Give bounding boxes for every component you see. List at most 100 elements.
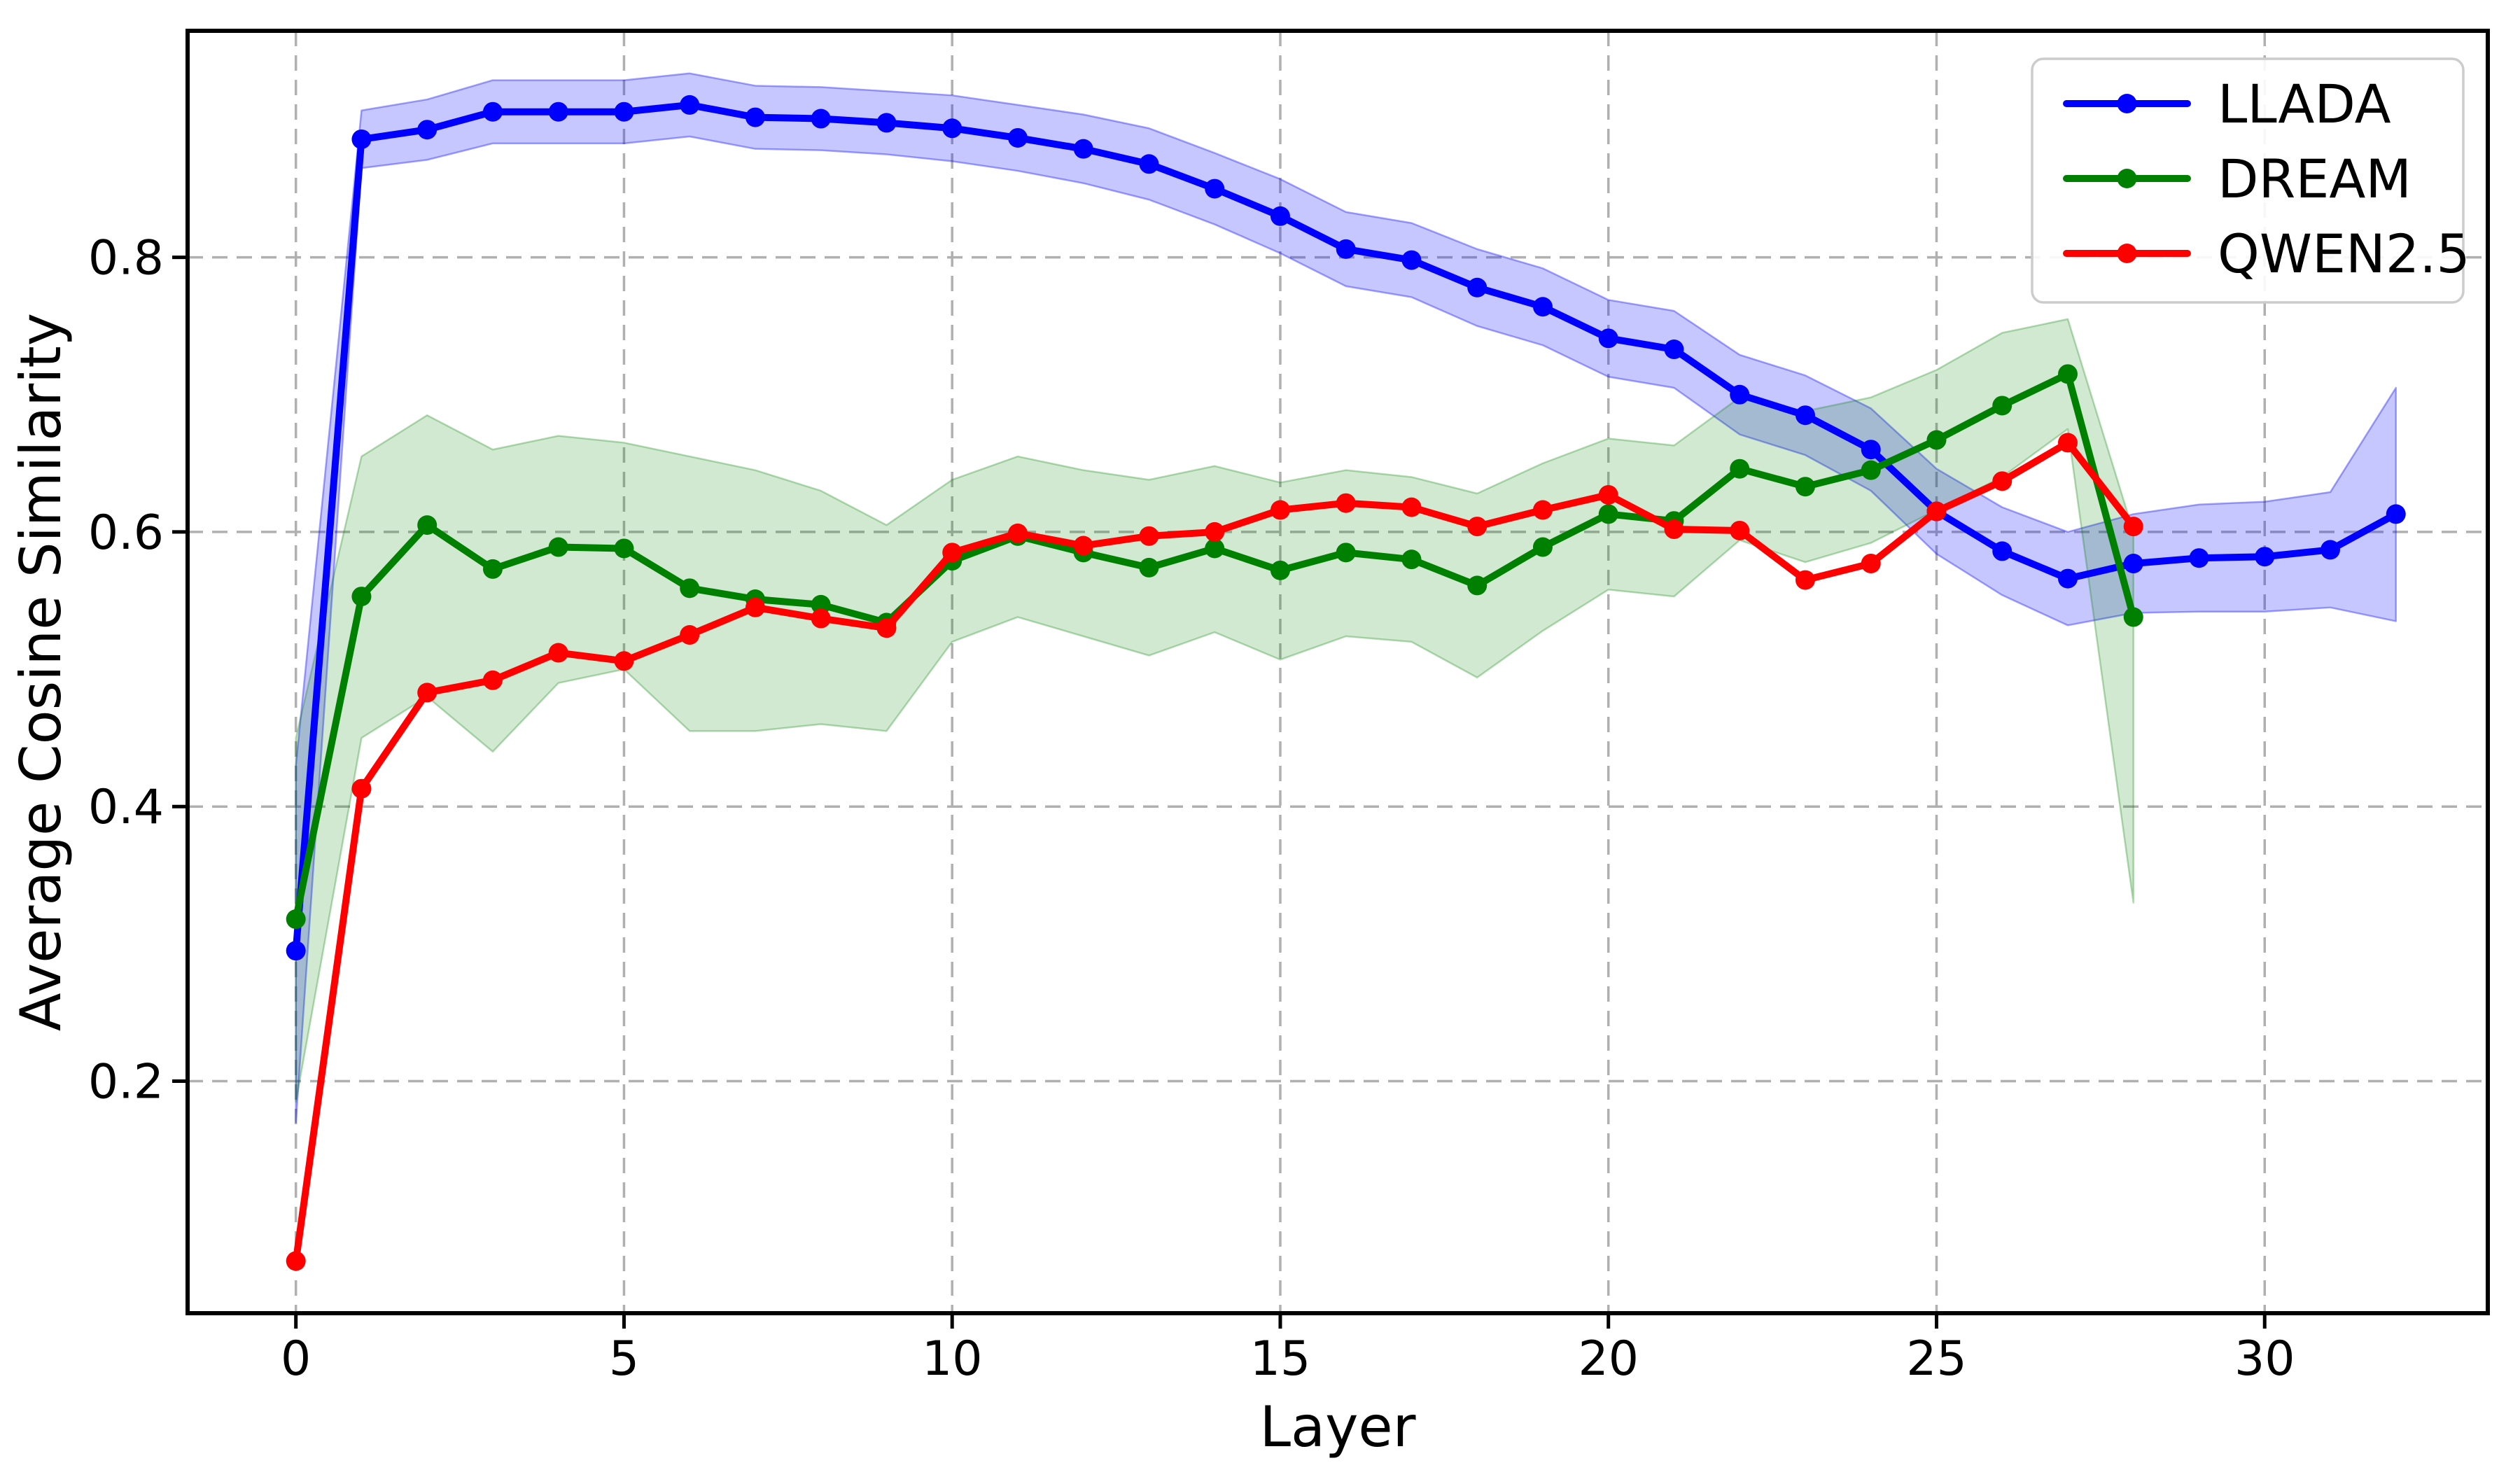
point-llada-18 — [1467, 277, 1488, 298]
point-qwen2.5-16 — [1336, 493, 1356, 513]
y-tick-label-0.4: 0.4 — [88, 780, 164, 835]
x-tick-label-5: 5 — [609, 1331, 639, 1387]
point-qwen2.5-11 — [1007, 523, 1028, 543]
series-llada — [286, 94, 2406, 961]
point-dream-5 — [614, 538, 634, 559]
point-llada-10 — [942, 118, 962, 139]
legend-marker-dream — [2117, 169, 2137, 188]
x-tick-label-10: 10 — [922, 1331, 983, 1387]
point-qwen2.5-5 — [614, 651, 634, 671]
point-dream-22 — [1730, 458, 1750, 479]
point-dream-16 — [1336, 542, 1356, 563]
point-llada-28 — [2123, 554, 2143, 574]
point-llada-13 — [1139, 154, 1159, 174]
point-llada-16 — [1336, 239, 1356, 259]
point-qwen2.5-22 — [1730, 520, 1750, 540]
legend-marker-qwen2.5 — [2117, 244, 2137, 263]
point-qwen2.5-6 — [680, 625, 700, 645]
point-llada-8 — [811, 108, 831, 129]
point-dream-8 — [811, 594, 831, 615]
point-llada-1 — [351, 129, 372, 149]
legend-box — [2031, 57, 2465, 304]
point-qwen2.5-10 — [942, 542, 962, 563]
point-llada-5 — [614, 102, 634, 122]
point-qwen2.5-23 — [1795, 570, 1815, 590]
point-qwen2.5-25 — [1926, 501, 1947, 522]
point-dream-13 — [1139, 557, 1159, 578]
point-dream-15 — [1270, 560, 1290, 580]
point-llada-6 — [680, 94, 700, 115]
point-qwen2.5-28 — [2123, 517, 2143, 537]
point-qwen2.5-24 — [1861, 554, 1881, 574]
x-axis-ticks: 0 5 10 15 20 25 30 — [281, 1313, 2295, 1387]
series-lines — [286, 94, 2406, 1271]
point-qwen2.5-17 — [1401, 497, 1422, 517]
point-llada-11 — [1007, 127, 1028, 148]
point-dream-2 — [417, 515, 438, 536]
point-llada-3 — [482, 102, 503, 122]
point-qwen2.5-2 — [417, 682, 438, 703]
y-tick-label-0.6: 0.6 — [88, 505, 164, 561]
y-tick-label-0.2: 0.2 — [88, 1055, 164, 1110]
point-llada-9 — [876, 113, 897, 133]
point-qwen2.5-21 — [1664, 519, 1684, 540]
x-tick-label-30: 30 — [2234, 1331, 2295, 1387]
legend-entry-llada: LLADA — [2063, 73, 2391, 135]
point-qwen2.5-12 — [1073, 536, 1093, 556]
legend: LLADA DREAM QWEN2.5 — [2031, 57, 2470, 304]
legend-entry-dream: DREAM — [2063, 148, 2412, 210]
point-dream-6 — [680, 578, 700, 598]
series-qwen2.5 — [286, 433, 2143, 1271]
point-llada-30 — [2255, 547, 2275, 567]
point-dream-26 — [1992, 396, 2012, 416]
point-llada-4 — [548, 102, 568, 122]
point-dream-24 — [1861, 460, 1881, 480]
point-llada-27 — [2057, 568, 2078, 589]
point-dream-14 — [1205, 538, 1225, 559]
point-llada-32 — [2386, 504, 2406, 524]
point-llada-24 — [1861, 440, 1881, 460]
legend-label-llada: LLADA — [2218, 73, 2391, 135]
point-dream-25 — [1926, 430, 1947, 450]
point-dream-17 — [1401, 550, 1422, 570]
point-llada-7 — [745, 107, 765, 127]
legend-marker-llada — [2117, 94, 2137, 113]
point-dream-19 — [1532, 537, 1553, 557]
y-tick-label-0.8: 0.8 — [88, 231, 164, 286]
x-tick-label-15: 15 — [1250, 1331, 1311, 1387]
point-llada-22 — [1730, 384, 1750, 405]
point-qwen2.5-26 — [1992, 471, 2012, 491]
point-qwen2.5-8 — [811, 608, 831, 629]
y-axis-ticks: 0.2 0.4 0.6 0.8 — [88, 231, 188, 1110]
band-llada — [295, 72, 2397, 1124]
axes-frame — [186, 29, 2490, 1315]
point-dream-23 — [1795, 477, 1815, 497]
point-qwen2.5-14 — [1205, 522, 1225, 542]
point-llada-12 — [1073, 139, 1093, 159]
point-qwen2.5-13 — [1139, 526, 1159, 546]
point-llada-2 — [417, 120, 438, 140]
point-qwen2.5-3 — [482, 670, 503, 690]
point-llada-29 — [2189, 548, 2209, 568]
point-llada-20 — [1598, 328, 1618, 349]
point-dream-0 — [286, 909, 306, 930]
plot-border — [186, 29, 2490, 1315]
x-tick-label-20: 20 — [1578, 1331, 1639, 1387]
point-qwen2.5-27 — [2057, 433, 2078, 453]
point-dream-1 — [351, 587, 372, 607]
point-llada-15 — [1270, 206, 1290, 226]
legend-label-qwen2.5: QWEN2.5 — [2218, 223, 2470, 285]
legend-label-dream: DREAM — [2218, 148, 2412, 210]
point-qwen2.5-15 — [1270, 500, 1290, 520]
point-llada-14 — [1205, 178, 1225, 199]
point-qwen2.5-18 — [1467, 517, 1488, 537]
point-qwen2.5-19 — [1532, 500, 1553, 520]
point-llada-19 — [1532, 297, 1553, 317]
x-tick-label-0: 0 — [281, 1331, 311, 1387]
legend-entry-qwen2.5: QWEN2.5 — [2063, 223, 2470, 285]
point-dream-4 — [548, 537, 568, 557]
point-dream-27 — [2057, 364, 2078, 384]
point-dream-18 — [1467, 575, 1488, 596]
point-qwen2.5-7 — [745, 597, 765, 617]
point-dream-20 — [1598, 504, 1618, 524]
